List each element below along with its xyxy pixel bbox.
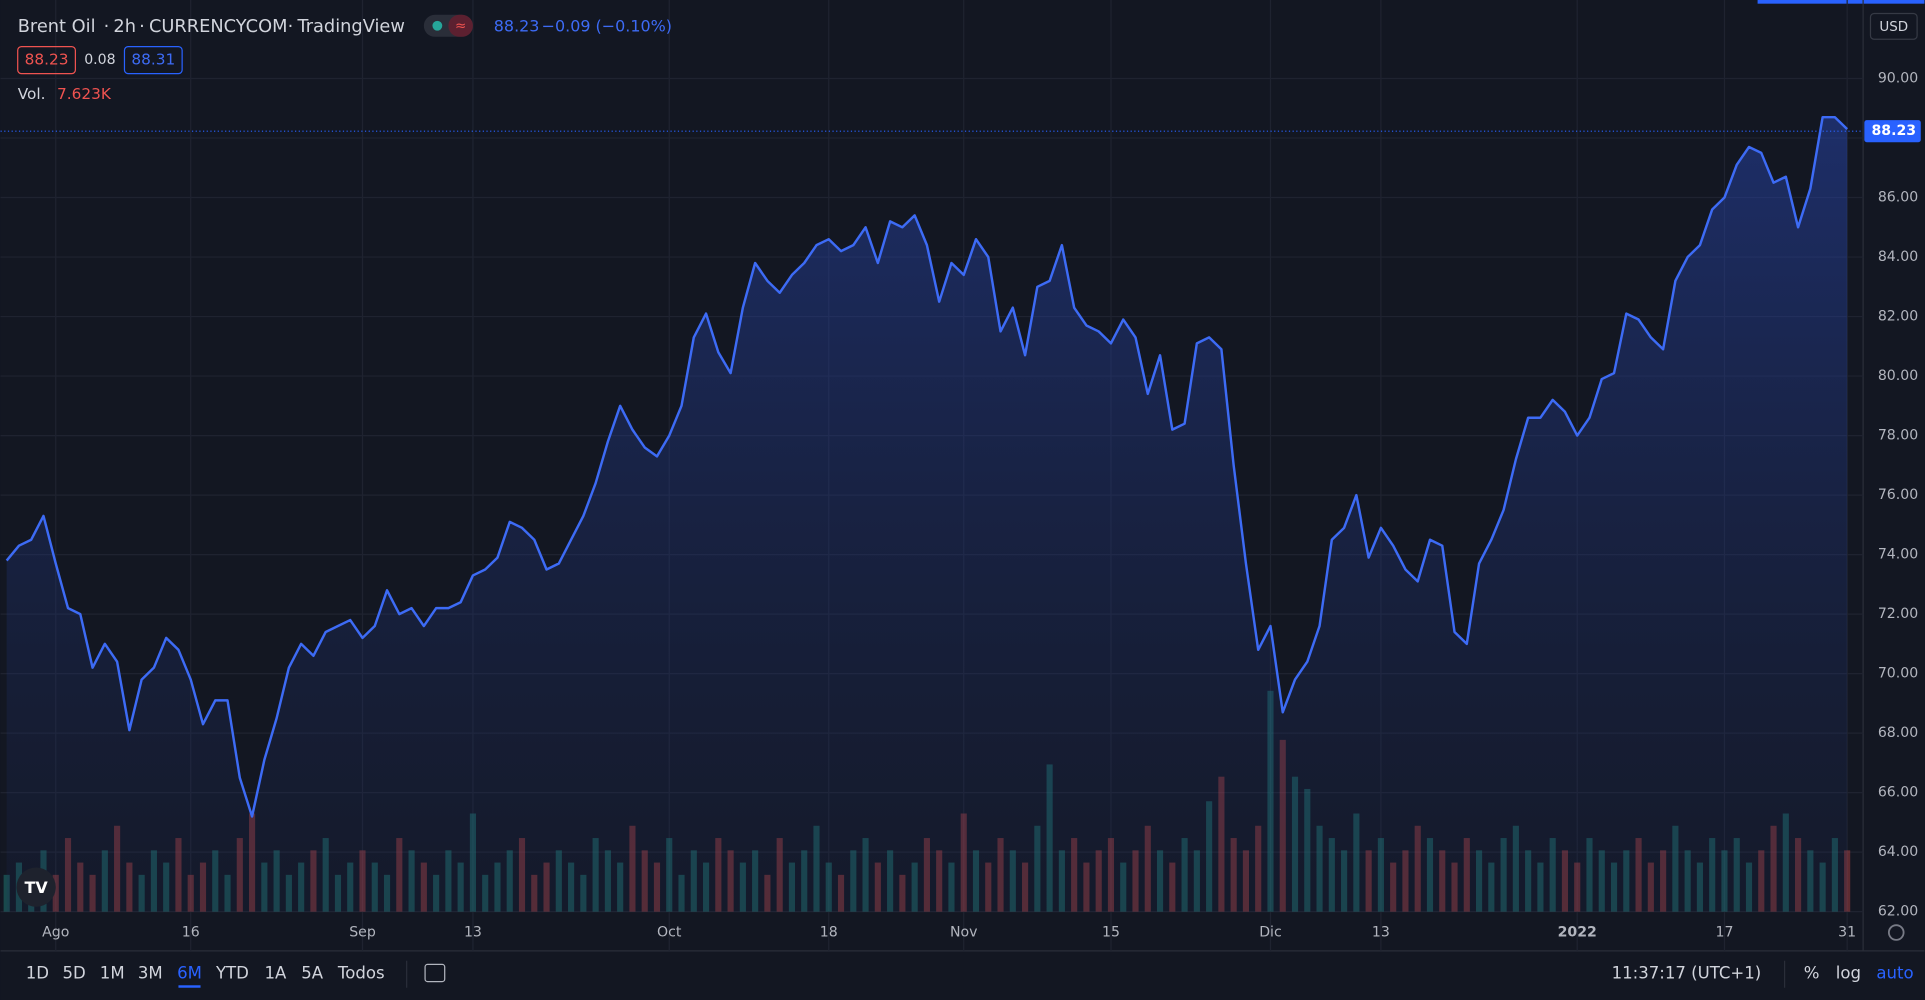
y-tick-label: 72.00 [1878, 606, 1918, 622]
volume-bar [3, 874, 10, 912]
header-price: 88.23 [494, 16, 540, 35]
y-tick-label: 78.00 [1878, 428, 1918, 444]
y-tick-label: 86.00 [1878, 190, 1918, 206]
range-button[interactable]: 3M [138, 964, 163, 983]
range-button[interactable]: 1D [26, 964, 49, 983]
y-tick-label: 76.00 [1878, 487, 1918, 503]
sep: · [288, 16, 294, 37]
x-tick-label: 18 [820, 925, 838, 941]
range-button[interactable]: 6M [177, 964, 202, 983]
active-underline [178, 985, 201, 988]
y-tick-label: 82.00 [1878, 309, 1918, 325]
x-tick-label: 2022 [1558, 925, 1597, 941]
x-tick-label: Dic [1259, 925, 1282, 941]
exchange: CURRENCYCOM [149, 16, 287, 37]
price-line [5, 115, 1849, 818]
range-button[interactable]: 5D [63, 964, 86, 983]
currency-button[interactable] [1869, 12, 1918, 40]
range-button[interactable]: 5A [301, 964, 324, 983]
range-button[interactable]: 1A [264, 964, 287, 983]
volume-value: 7.623K [57, 85, 112, 103]
last-price-label: 88.23 [1871, 123, 1916, 139]
x-tick-label: Oct [657, 925, 682, 941]
x-tick-label: 16 [182, 925, 200, 941]
x-tick-label: Sep [349, 925, 376, 941]
top-accent [1757, 0, 1925, 4]
y-tick-label: 74.00 [1878, 547, 1918, 563]
sep: · [104, 16, 110, 37]
range-button[interactable]: Todos [337, 964, 385, 983]
bid-box[interactable] [17, 46, 76, 75]
percent-button[interactable]: % [1804, 964, 1820, 983]
sep: · [139, 16, 145, 37]
spread: 0.08 [84, 52, 115, 68]
range-button[interactable]: 1M [100, 964, 125, 983]
market-open-dot [432, 20, 443, 31]
y-tick-label: 62.00 [1878, 904, 1918, 920]
symbol[interactable]: Brent Oil [18, 16, 96, 37]
source: TradingView [296, 16, 404, 37]
x-tick-label: 13 [1372, 925, 1390, 941]
header-change: −0.09 (−0.10%) [542, 16, 672, 35]
log-button[interactable]: log [1836, 964, 1861, 983]
y-tick-label: 66.00 [1878, 785, 1918, 801]
y-tick-label: 90.00 [1878, 71, 1918, 87]
ask: 88.31 [131, 51, 175, 69]
y-tick-label: 64.00 [1878, 844, 1918, 860]
x-tick-label: Nov [950, 925, 978, 941]
clock[interactable]: 11:37:17 (UTC+1) [1612, 964, 1762, 983]
logo-mark: TV [25, 878, 49, 897]
delay-badge [448, 14, 473, 37]
range-button[interactable]: YTD [215, 964, 249, 983]
bid: 88.23 [25, 51, 69, 69]
settings-button[interactable] [1887, 924, 1905, 941]
y-tick-label: 70.00 [1878, 666, 1918, 682]
logo[interactable] [16, 867, 56, 907]
auto-button[interactable]: auto [1876, 964, 1913, 983]
x-tick-label: 15 [1102, 925, 1120, 941]
y-tick-label: 68.00 [1878, 725, 1918, 741]
x-tick-label: Ago [42, 925, 69, 941]
x-tick-label: 17 [1715, 925, 1733, 941]
y-tick-label: 80.00 [1878, 368, 1918, 384]
ask-box[interactable] [123, 46, 183, 75]
x-tick-label: 31 [1838, 925, 1856, 941]
area-fill [6, 117, 1848, 912]
volume-label: Vol. [18, 85, 46, 103]
delay-icon: ≈ [455, 18, 466, 34]
currency: USD [1879, 19, 1908, 35]
last-price-tag [1864, 120, 1921, 143]
x-tick-label: 13 [464, 925, 482, 941]
interval[interactable]: 2h [113, 16, 136, 37]
date-range-button[interactable] [424, 963, 446, 983]
y-tick-label: 84.00 [1878, 249, 1918, 265]
